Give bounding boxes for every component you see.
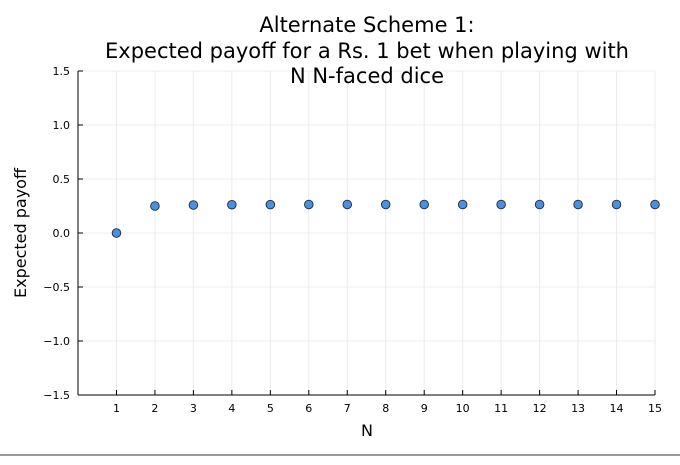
x-tick-label: 3 xyxy=(190,402,197,415)
data-point xyxy=(150,201,160,211)
y-tick-label: 1.0 xyxy=(53,119,71,132)
y-tick-label: 1.5 xyxy=(53,65,71,78)
x-tick-label: 9 xyxy=(421,402,428,415)
x-tick-label: 14 xyxy=(610,402,624,415)
x-tick-label: 12 xyxy=(533,402,547,415)
data-point xyxy=(304,199,314,210)
x-tick-label: 2 xyxy=(151,402,158,415)
data-point xyxy=(611,199,622,210)
data-point xyxy=(111,228,122,238)
x-tick-label: 5 xyxy=(267,402,274,415)
x-tick-label: 15 xyxy=(648,402,662,415)
x-axis-label: N xyxy=(361,421,373,440)
y-axis-label: Expected payoff xyxy=(11,167,30,298)
data-point xyxy=(342,199,353,210)
data-point xyxy=(573,199,583,210)
x-tick-label: 11 xyxy=(494,402,508,415)
data-point xyxy=(380,199,391,210)
x-tick-label: 4 xyxy=(228,402,235,415)
x-tick-label: 10 xyxy=(456,402,470,415)
y-tick-label: −1.0 xyxy=(43,335,70,348)
y-tick-label: 0.5 xyxy=(53,173,71,186)
title-line-1: Alternate Scheme 1: xyxy=(259,13,474,37)
data-point xyxy=(534,199,545,210)
y-tick-label: −0.5 xyxy=(43,281,70,294)
ticks: 1 2 3 4 5 6 7 8 9 10 11 12 13 14 15−1.5−1.0−0.50.00.51… xyxy=(43,65,662,415)
bottom-divider xyxy=(0,454,680,456)
data-point xyxy=(227,199,237,210)
data-point xyxy=(265,199,276,210)
data-point xyxy=(496,199,506,210)
data-point xyxy=(188,200,199,210)
title-line-2: Expected payoff for a Rs. 1 bet when pla… xyxy=(105,39,629,63)
data-points xyxy=(111,199,660,238)
x-tick-label: 13 xyxy=(571,402,585,415)
title-line-3: N N-faced dice xyxy=(290,64,444,88)
data-point xyxy=(457,199,468,210)
y-tick-label: −1.5 xyxy=(43,389,70,402)
x-tick-label: 7 xyxy=(344,402,351,415)
chart-title: Alternate Scheme 1: Expected payoff for … xyxy=(105,13,629,88)
x-tick-label: 6 xyxy=(305,402,312,415)
x-tick-label: 8 xyxy=(382,402,389,415)
x-tick-label: 1 xyxy=(113,402,120,415)
data-point xyxy=(419,199,429,210)
y-tick-label: 0.0 xyxy=(53,227,71,240)
grid xyxy=(78,70,656,396)
data-point xyxy=(650,199,660,210)
